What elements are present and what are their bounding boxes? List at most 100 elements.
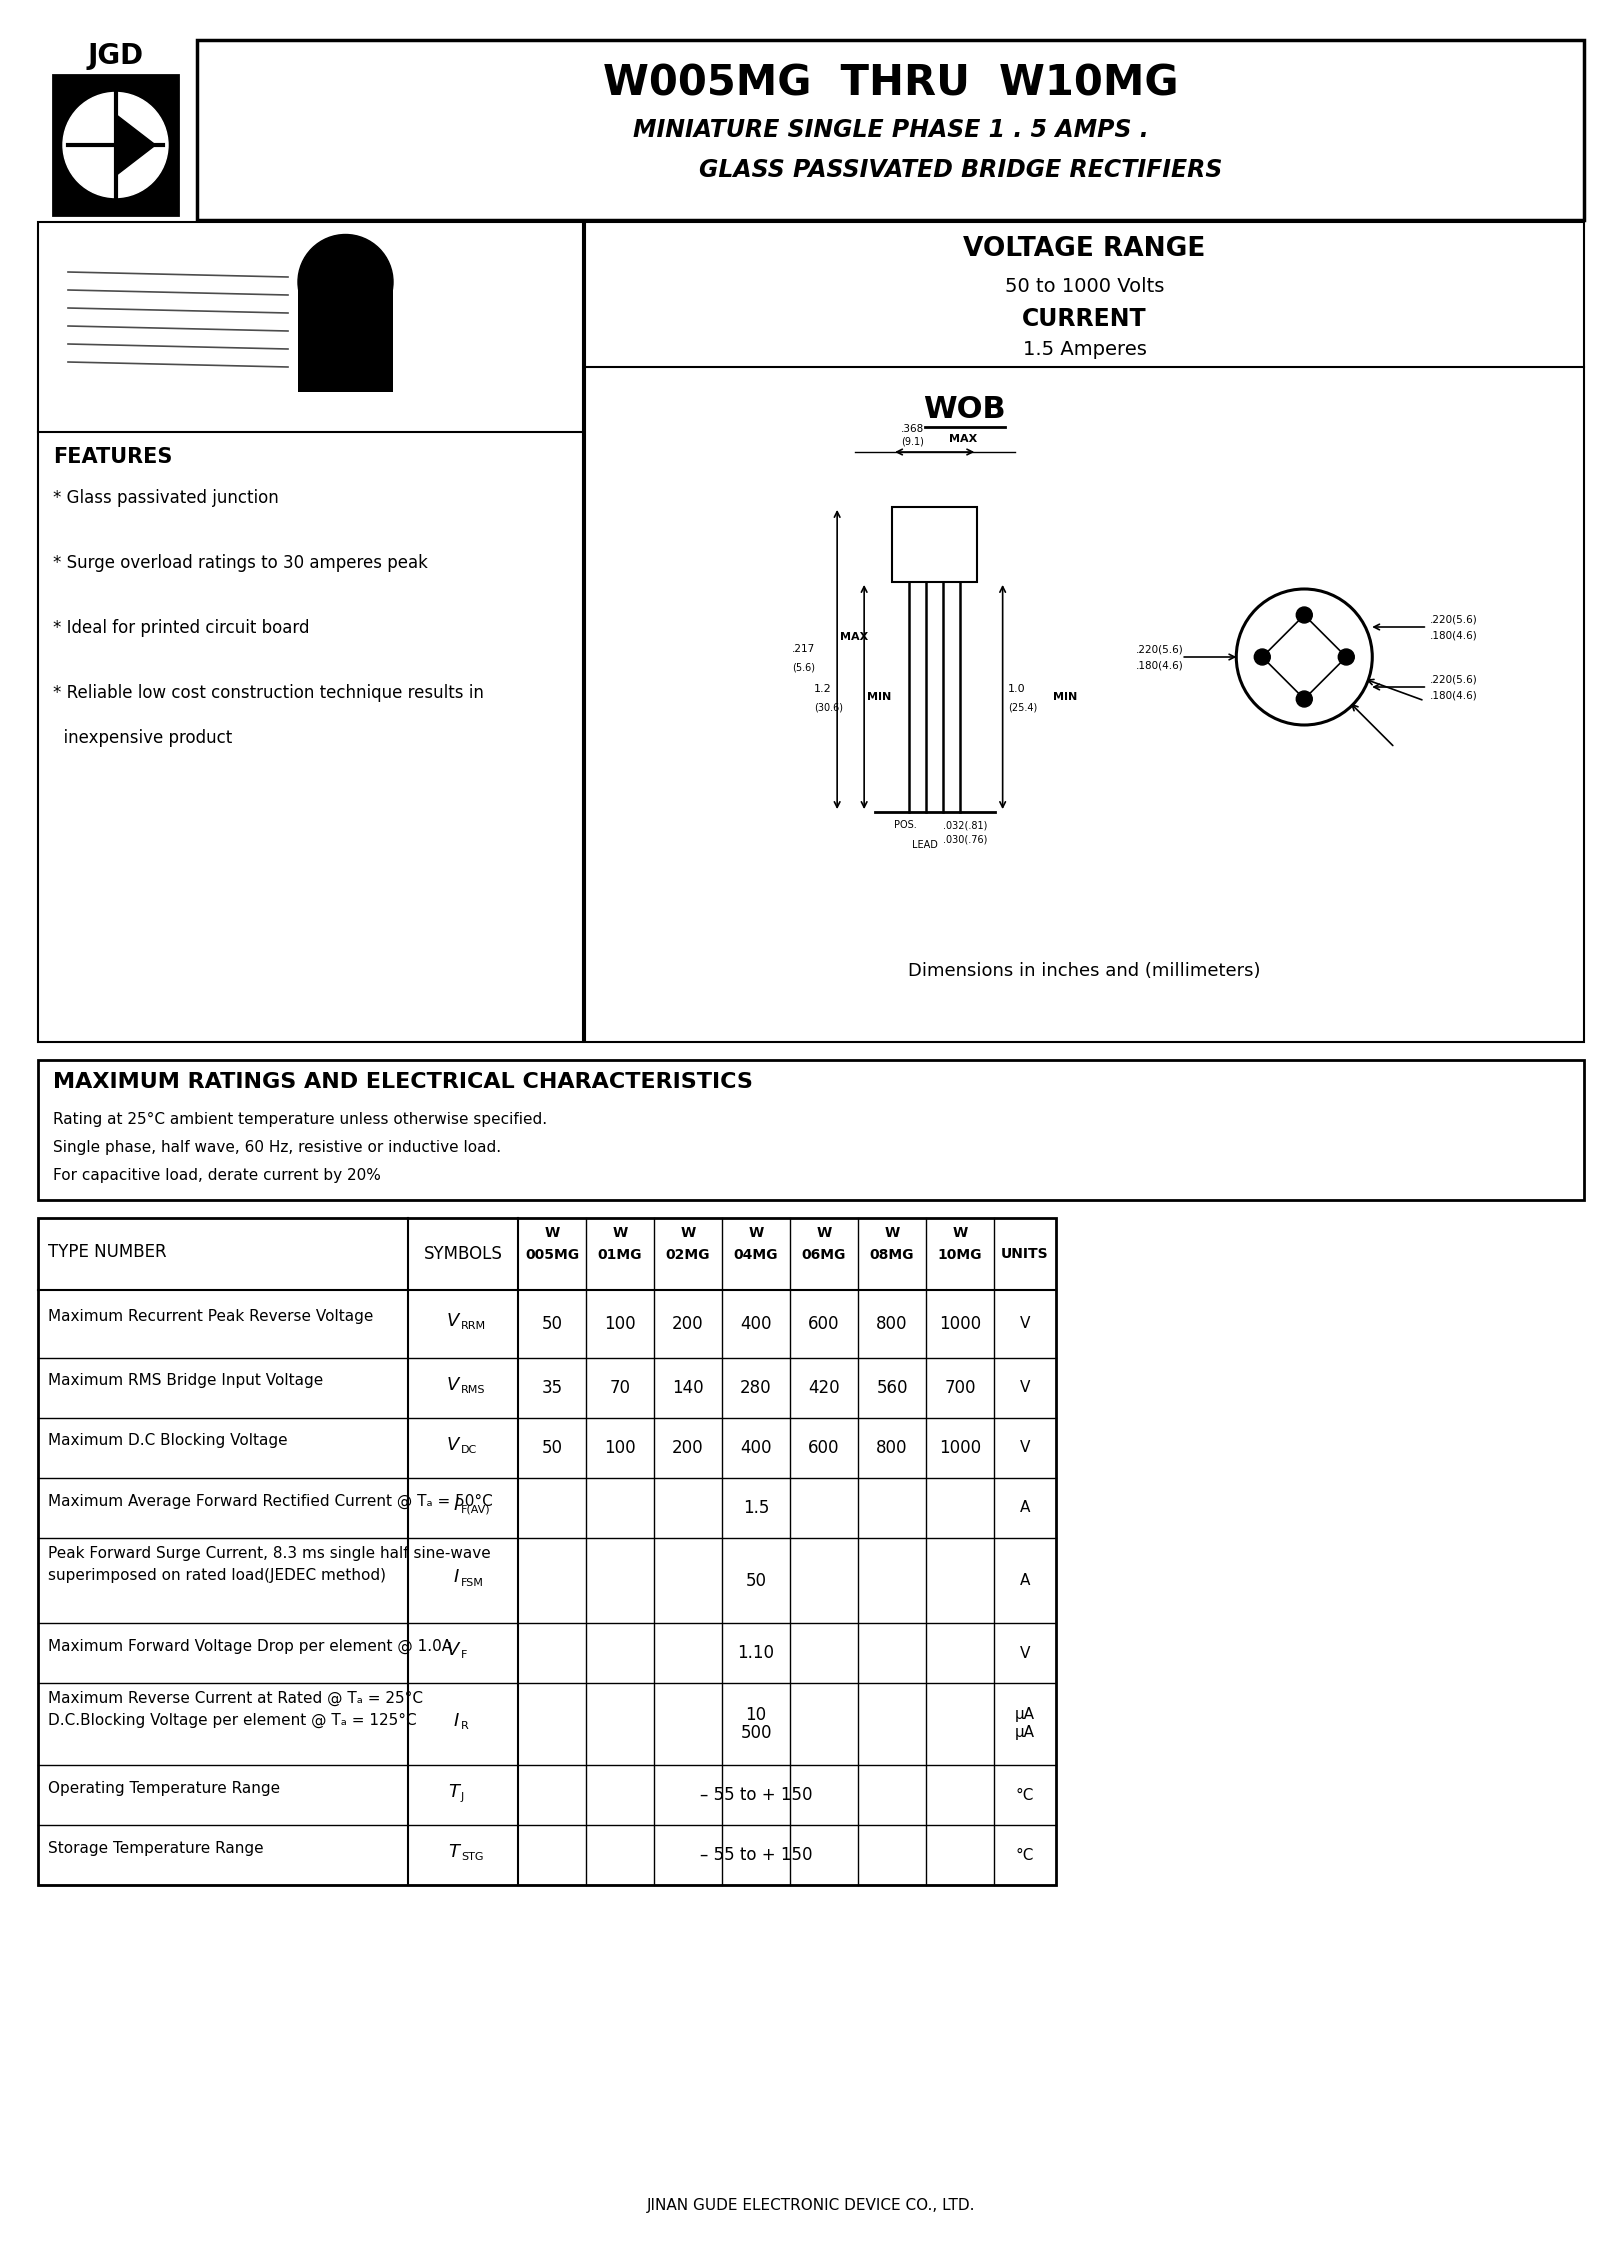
Text: 200: 200 — [672, 1315, 704, 1333]
Text: 800: 800 — [876, 1440, 908, 1458]
Text: Maximum Forward Voltage Drop per element @ 1.0A: Maximum Forward Voltage Drop per element… — [49, 1638, 453, 1654]
Text: I: I — [454, 1568, 459, 1587]
Text: V: V — [446, 1435, 459, 1453]
Text: MAXIMUM RATINGS AND ELECTRICAL CHARACTERISTICS: MAXIMUM RATINGS AND ELECTRICAL CHARACTER… — [54, 1071, 753, 1092]
Text: CURRENT: CURRENT — [1022, 307, 1147, 330]
Text: LEAD: LEAD — [912, 841, 938, 850]
Text: (9.1): (9.1) — [902, 436, 925, 445]
Bar — [196, 41, 1585, 219]
Text: Rating at 25°C ambient temperature unless otherwise specified.: Rating at 25°C ambient temperature unles… — [54, 1112, 547, 1128]
Text: V: V — [446, 1313, 459, 1329]
Text: .180(4.6): .180(4.6) — [1431, 689, 1478, 701]
Text: Operating Temperature Range: Operating Temperature Range — [49, 1781, 281, 1794]
Text: 06MG: 06MG — [801, 1248, 847, 1261]
Text: .217: .217 — [792, 644, 816, 655]
Text: 1000: 1000 — [939, 1440, 981, 1458]
Text: °C: °C — [1015, 1846, 1035, 1862]
Text: 1.10: 1.10 — [738, 1643, 774, 1661]
Bar — [54, 75, 178, 215]
Text: FSM: FSM — [461, 1577, 483, 1587]
Text: V: V — [1020, 1318, 1030, 1331]
Text: 600: 600 — [808, 1440, 840, 1458]
Text: Dimensions in inches and (millimeters): Dimensions in inches and (millimeters) — [908, 963, 1260, 981]
Text: J: J — [461, 1792, 464, 1801]
Text: 50 to 1000 Volts: 50 to 1000 Volts — [1004, 278, 1165, 296]
Bar — [37, 1060, 1585, 1200]
Text: 1.5 Amperes: 1.5 Amperes — [1022, 339, 1147, 359]
Text: UNITS: UNITS — [1001, 1248, 1049, 1261]
Text: I: I — [454, 1496, 459, 1514]
Text: .220(5.6): .220(5.6) — [1431, 673, 1478, 685]
Text: 100: 100 — [603, 1315, 636, 1333]
Polygon shape — [115, 115, 156, 176]
Text: T: T — [448, 1783, 459, 1801]
Text: 1.2: 1.2 — [814, 685, 832, 694]
Text: Storage Temperature Range: Storage Temperature Range — [49, 1840, 264, 1855]
Bar — [37, 221, 582, 1042]
Text: POS.: POS. — [894, 820, 916, 829]
Circle shape — [1254, 649, 1270, 664]
Circle shape — [63, 93, 169, 197]
Text: Single phase, half wave, 60 Hz, resistive or inductive load.: Single phase, half wave, 60 Hz, resistiv… — [54, 1139, 501, 1155]
Bar — [892, 506, 976, 583]
Text: FEATURES: FEATURES — [54, 447, 172, 468]
Text: 140: 140 — [672, 1379, 704, 1397]
Text: V: V — [1020, 1645, 1030, 1661]
Text: 04MG: 04MG — [733, 1248, 779, 1261]
Text: 1.5: 1.5 — [743, 1498, 769, 1516]
Text: JGD: JGD — [88, 43, 144, 70]
Text: W: W — [545, 1225, 560, 1241]
Text: T: T — [448, 1842, 459, 1860]
Text: μA: μA — [1015, 1709, 1035, 1722]
Text: Maximum Average Forward Rectified Current @ Tₐ = 50°C: Maximum Average Forward Rectified Curren… — [49, 1494, 493, 1510]
Text: * Surge overload ratings to 30 amperes peak: * Surge overload ratings to 30 amperes p… — [54, 554, 428, 572]
Text: STG: STG — [461, 1851, 483, 1862]
Text: 280: 280 — [740, 1379, 772, 1397]
Text: W: W — [884, 1225, 900, 1241]
Text: .368: .368 — [902, 425, 925, 434]
Text: 50: 50 — [542, 1315, 563, 1333]
Text: 08MG: 08MG — [869, 1248, 915, 1261]
Text: 400: 400 — [740, 1315, 772, 1333]
Text: W: W — [680, 1225, 696, 1241]
Text: V: V — [1020, 1440, 1030, 1455]
Text: .220(5.6): .220(5.6) — [1431, 615, 1478, 624]
Text: VOLTAGE RANGE: VOLTAGE RANGE — [963, 235, 1205, 262]
Text: I: I — [454, 1713, 459, 1729]
Text: 100: 100 — [603, 1440, 636, 1458]
Text: 10MG: 10MG — [938, 1248, 983, 1261]
Text: °C: °C — [1015, 1788, 1035, 1803]
Text: W: W — [748, 1225, 764, 1241]
Text: R: R — [461, 1722, 469, 1731]
Text: JINAN GUDE ELECTRONIC DEVICE CO., LTD.: JINAN GUDE ELECTRONIC DEVICE CO., LTD. — [647, 2199, 975, 2213]
Text: 1.0: 1.0 — [1007, 685, 1025, 694]
Text: 10: 10 — [746, 1706, 767, 1724]
Text: MINIATURE SINGLE PHASE 1 . 5 AMPS .: MINIATURE SINGLE PHASE 1 . 5 AMPS . — [633, 118, 1148, 142]
Text: Maximum RMS Bridge Input Voltage: Maximum RMS Bridge Input Voltage — [49, 1374, 323, 1388]
Text: 005MG: 005MG — [526, 1248, 579, 1261]
Text: 420: 420 — [808, 1379, 840, 1397]
Circle shape — [298, 235, 393, 330]
Text: V: V — [446, 1641, 459, 1659]
Text: RRM: RRM — [461, 1322, 487, 1331]
Text: 200: 200 — [672, 1440, 704, 1458]
Text: (5.6): (5.6) — [792, 662, 816, 673]
Text: * Ideal for printed circuit board: * Ideal for printed circuit board — [54, 619, 310, 637]
Text: GLASS PASSIVATED BRIDGE RECTIFIERS: GLASS PASSIVATED BRIDGE RECTIFIERS — [699, 158, 1223, 183]
Text: TYPE NUMBER: TYPE NUMBER — [49, 1243, 167, 1261]
Text: F(AV): F(AV) — [461, 1505, 490, 1514]
Bar — [298, 282, 393, 391]
Text: .220(5.6): .220(5.6) — [1137, 644, 1184, 653]
Text: 600: 600 — [808, 1315, 840, 1333]
Text: (30.6): (30.6) — [814, 703, 843, 712]
Text: 50: 50 — [542, 1440, 563, 1458]
Text: – 55 to + 150: – 55 to + 150 — [699, 1846, 813, 1864]
Text: .180(4.6): .180(4.6) — [1431, 631, 1478, 640]
Text: 400: 400 — [740, 1440, 772, 1458]
Text: W005MG  THRU  W10MG: W005MG THRU W10MG — [603, 61, 1178, 104]
Text: – 55 to + 150: – 55 to + 150 — [699, 1785, 813, 1803]
Text: 50: 50 — [746, 1571, 767, 1589]
Text: D.C.Blocking Voltage per element @ Tₐ = 125°C: D.C.Blocking Voltage per element @ Tₐ = … — [49, 1713, 417, 1729]
Text: Maximum Reverse Current at Rated @ Tₐ = 25°C: Maximum Reverse Current at Rated @ Tₐ = … — [49, 1690, 423, 1706]
Bar — [37, 1218, 1056, 1885]
